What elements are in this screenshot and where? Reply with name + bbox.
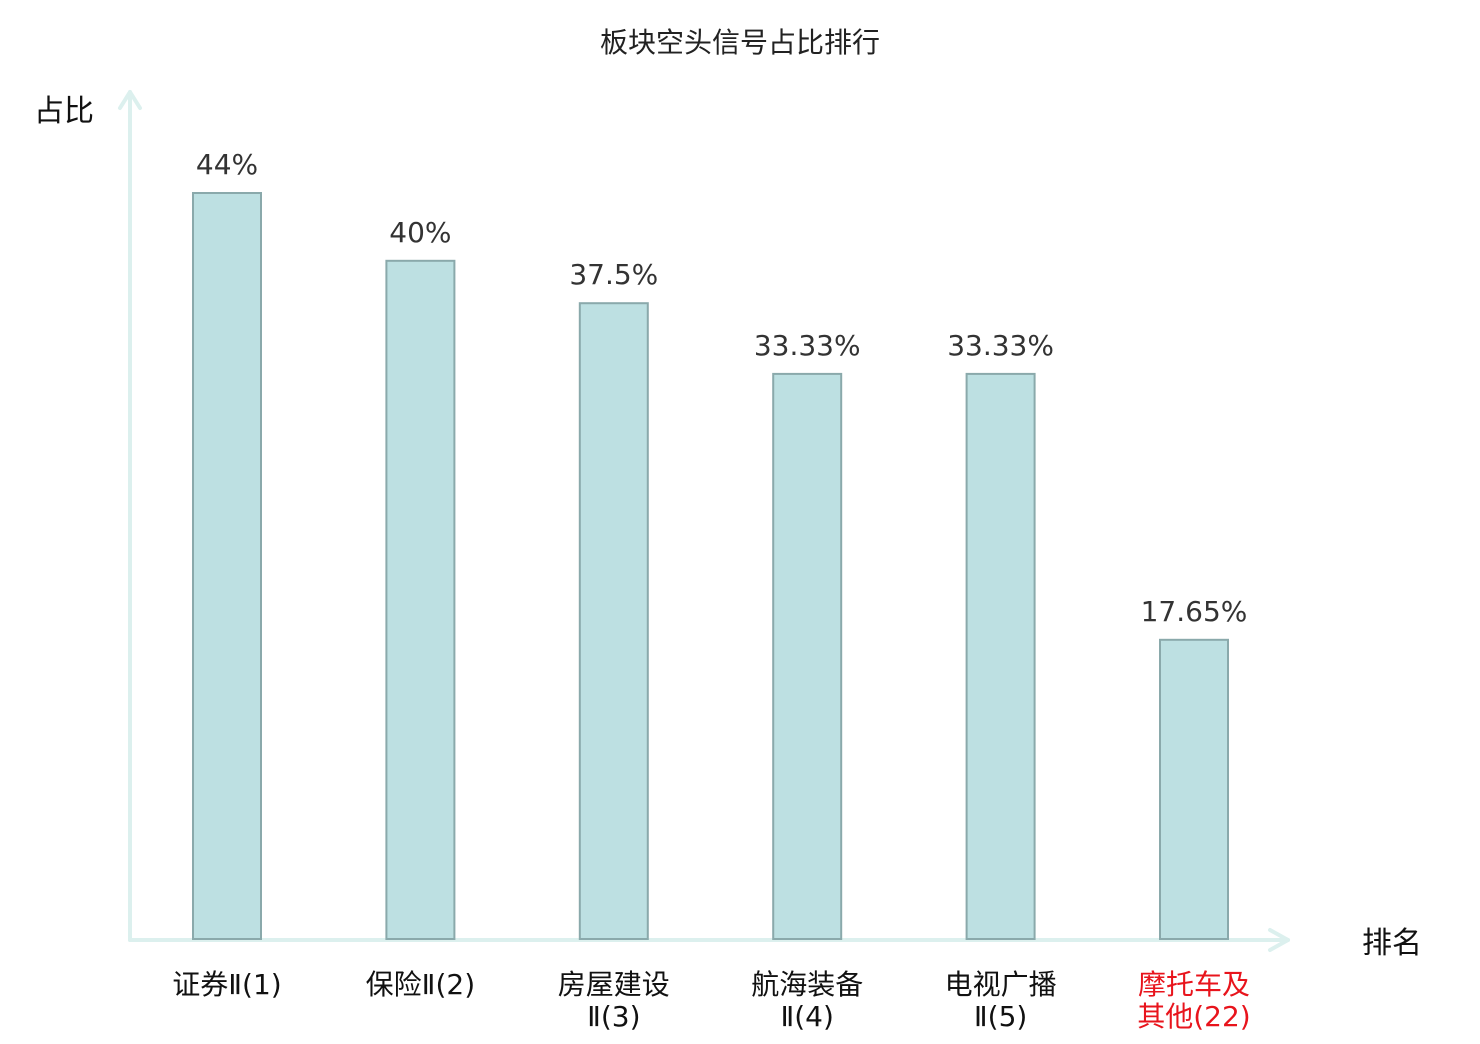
category-label: 保险Ⅱ(2) [366, 968, 475, 1001]
value-labels-group: 44% 40% 37.5% 33.33% 33.33% 17.65% [196, 148, 1248, 628]
category-label-line: 证券Ⅱ(1) [172, 968, 281, 1001]
x-axis-title: 排名 [1362, 926, 1422, 961]
bar-value-label: 33.33% [947, 329, 1054, 362]
x-axis-arrow-icon [1268, 928, 1290, 952]
bars-group [192, 192, 1229, 940]
bar-value-label: 40% [389, 216, 451, 249]
category-label-highlighted: 摩托车及其他(22) [1137, 968, 1250, 1033]
category-label-line: 其他(22) [1137, 1000, 1250, 1033]
axes [118, 90, 1290, 952]
category-label: 证券Ⅱ(1) [172, 968, 281, 1001]
bar [578, 302, 649, 940]
category-label: 电视广播 Ⅱ(5) [945, 968, 1057, 1033]
category-label: 航海装备 Ⅱ(4) [751, 968, 863, 1033]
y-axis-title: 占比 [34, 94, 94, 129]
bar-value-label: 33.33% [754, 329, 861, 362]
bar [772, 372, 843, 940]
bar [965, 372, 1036, 940]
bar [385, 259, 456, 940]
category-label-line: 航海装备 [751, 968, 863, 1001]
category-label-line: 摩托车及 [1138, 968, 1250, 1001]
category-label-line: 房屋建设 [558, 968, 670, 1001]
chart-title: 板块空头信号占比排行 [600, 26, 880, 59]
category-label-line: 电视广播 [945, 968, 1057, 1001]
category-label-line: Ⅱ(4) [780, 1000, 833, 1033]
bar-value-label: 37.5% [569, 258, 658, 291]
bar-value-label: 17.65% [1141, 595, 1248, 628]
category-label: 房屋建设 Ⅱ(3) [558, 968, 670, 1033]
bar [1159, 638, 1229, 940]
category-label-line: 保险Ⅱ(2) [366, 968, 475, 1001]
bar-value-label: 44% [196, 148, 258, 181]
category-labels-group: 证券Ⅱ(1) 保险Ⅱ(2) 房屋建设 Ⅱ(3) 航海装备 Ⅱ(4) 电视广播 Ⅱ(5) 摩托车及… [172, 968, 1250, 1033]
bar [192, 192, 262, 940]
y-axis-arrow-icon [118, 90, 142, 110]
category-label-line: Ⅱ(3) [587, 1000, 640, 1033]
category-label-line: Ⅱ(5) [974, 1000, 1027, 1033]
